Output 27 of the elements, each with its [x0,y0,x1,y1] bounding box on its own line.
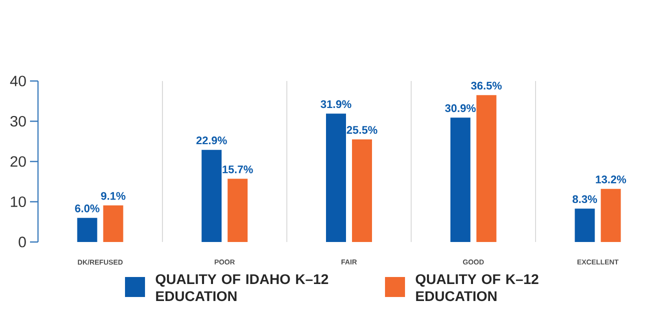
bar [476,95,496,242]
y-tick-label: 30 [10,116,26,127]
bar [202,150,222,242]
bar [228,178,248,242]
data-label: 6.0% [75,204,100,212]
data-label: 8.3% [572,195,598,204]
bar [352,139,372,242]
data-label: 15.7% [222,166,253,174]
y-tick-label: 40 [10,76,26,86]
bar [103,205,124,242]
bar [574,208,595,242]
bar [450,118,470,242]
bar [600,188,621,242]
y-tick-label: 20 [10,156,26,167]
data-label: 25.5% [346,126,378,134]
data-label: 22.9% [196,136,227,144]
data-label: 31.9% [320,100,352,108]
legend-label: QUALITY OF IDAHO K–12 EDUCATION [156,274,328,302]
y-tick-label: 10 [10,196,26,208]
bar [326,114,346,242]
y-tick-label: 0 [18,236,26,248]
data-label: 30.9% [445,104,476,112]
data-label: 36.5% [471,82,502,90]
bar [77,218,98,242]
data-label: 13.2% [596,176,626,184]
data-label: 9.1% [101,192,126,200]
legend-label: QUALITY OF K–12 EDUCATION [416,274,538,302]
